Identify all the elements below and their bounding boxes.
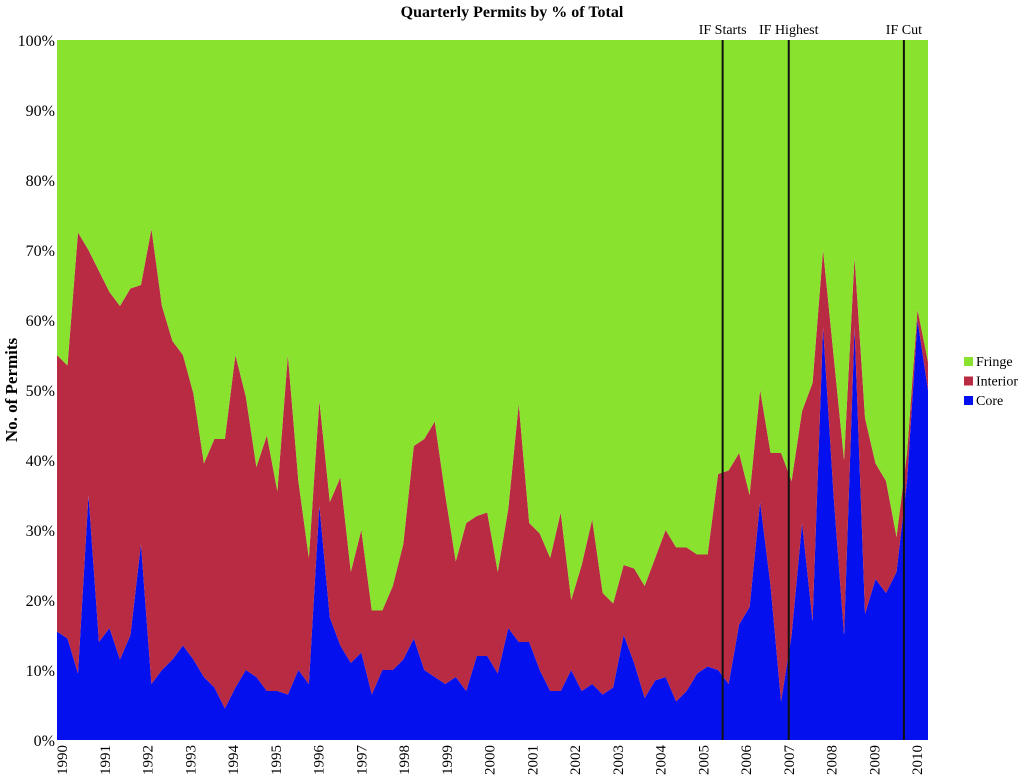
legend-swatch-core bbox=[964, 396, 973, 405]
area-fringe bbox=[57, 40, 928, 611]
x-tick-label: 2003 bbox=[611, 745, 627, 775]
y-tick-label: 50% bbox=[26, 383, 55, 400]
y-axis-ticks: 0% 10% 20% 30% 40% 50% 60% 70% 80% 90% 100% bbox=[18, 33, 55, 750]
y-tick-label: 30% bbox=[26, 523, 55, 540]
chart-title: Quarterly Permits by % of Total bbox=[401, 4, 624, 21]
x-tick-label: 1990 bbox=[55, 745, 71, 775]
y-tick-label: 60% bbox=[26, 313, 55, 330]
y-tick-label: 10% bbox=[26, 663, 55, 680]
area-core bbox=[57, 320, 928, 740]
annotation-label: IF Highest bbox=[759, 23, 819, 38]
legend-label-fringe: Fringe bbox=[976, 355, 1013, 370]
y-axis-label: No. of Permits bbox=[2, 337, 21, 442]
x-tick-label: 2006 bbox=[739, 745, 755, 776]
areas bbox=[57, 40, 928, 740]
x-tick-label: 2004 bbox=[654, 745, 670, 776]
annotation-label: IF Cut bbox=[886, 23, 922, 38]
annotation-markers: IF Starts IF Highest IF Cut bbox=[699, 23, 922, 740]
x-tick-label: 2010 bbox=[910, 745, 926, 775]
x-tick-label: 1994 bbox=[226, 745, 242, 776]
area-interior bbox=[57, 229, 928, 709]
y-tick-label: 100% bbox=[18, 33, 55, 50]
x-tick-label: 1996 bbox=[312, 745, 328, 776]
x-tick-label: 1993 bbox=[183, 745, 199, 775]
x-tick-label: 2005 bbox=[696, 745, 712, 775]
x-tick-label: 2009 bbox=[867, 745, 883, 775]
x-tick-label: 2008 bbox=[825, 745, 841, 775]
x-axis-ticks: 1990 1991 1992 1993 1994 1995 1996 1997 1998 1999… bbox=[55, 745, 926, 776]
legend-label-interior: Interior bbox=[976, 375, 1018, 390]
legend: Fringe Interior Core bbox=[964, 355, 1018, 409]
x-tick-label: 2007 bbox=[782, 745, 798, 776]
x-tick-label: 1991 bbox=[98, 745, 114, 775]
x-tick-label: 1992 bbox=[141, 745, 157, 775]
x-tick-label: 2001 bbox=[525, 745, 541, 775]
y-tick-label: 20% bbox=[26, 593, 55, 610]
y-tick-label: 80% bbox=[26, 173, 55, 190]
y-tick-label: 40% bbox=[26, 453, 55, 470]
x-tick-label: 1995 bbox=[269, 745, 285, 775]
y-tick-label: 0% bbox=[34, 733, 55, 750]
x-tick-label: 1997 bbox=[354, 745, 370, 776]
legend-swatch-interior bbox=[964, 376, 973, 386]
y-tick-label: 90% bbox=[26, 103, 55, 120]
x-tick-label: 2002 bbox=[568, 745, 584, 775]
x-tick-label: 1998 bbox=[397, 745, 413, 775]
annotation-label: IF Starts bbox=[699, 23, 747, 38]
x-tick-label: 1999 bbox=[440, 745, 456, 775]
legend-swatch-fringe bbox=[964, 357, 973, 366]
legend-label-core: Core bbox=[976, 394, 1003, 409]
y-tick-label: 70% bbox=[26, 243, 55, 260]
x-tick-label: 2000 bbox=[483, 745, 499, 775]
